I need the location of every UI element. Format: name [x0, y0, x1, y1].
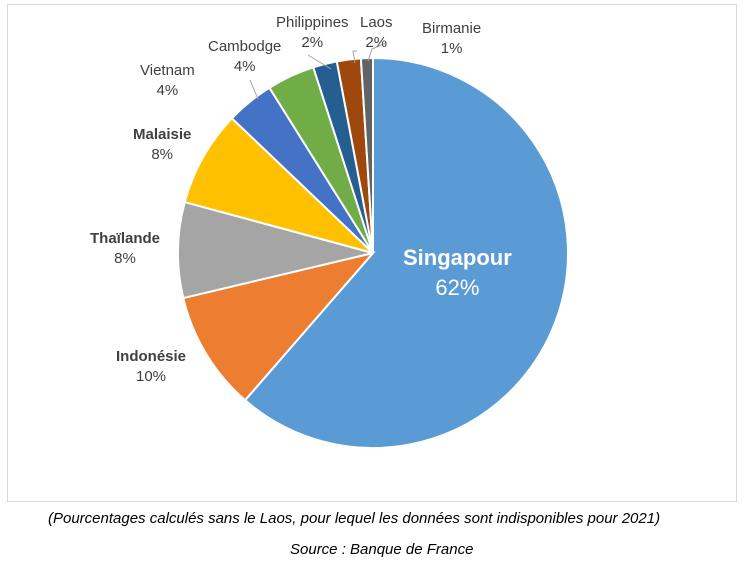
label-malaisie-name: Malaisie — [133, 126, 192, 143]
label-singapour: Singapour 62% — [403, 243, 512, 303]
label-thailande-name: Thaïlande — [90, 230, 161, 247]
label-laos-value: 2% — [365, 34, 388, 51]
label-philippines-value: 2% — [301, 34, 324, 51]
label-singapour-name: Singapour — [403, 245, 512, 270]
label-malaisie: Malaisie 8% — [133, 125, 191, 165]
label-vietnam-name: Vietnam — [140, 62, 195, 79]
label-vietnam: Vietnam 4% — [140, 61, 195, 101]
label-singapour-value: 62% — [435, 275, 480, 300]
pie-slice-tha-lande — [177, 200, 374, 300]
label-birmanie-name: Birmanie — [422, 20, 482, 37]
pie-slice-indon-sie — [182, 251, 376, 402]
pie-chart — [177, 42, 569, 449]
leader-line — [352, 50, 357, 64]
label-cambodge-name: Cambodge — [208, 38, 282, 55]
label-indonesie-value: 10% — [135, 368, 167, 385]
leader-line — [307, 54, 332, 70]
pie-slice-birmanie — [359, 56, 374, 254]
label-malaisie-value: 8% — [151, 146, 174, 163]
label-laos: Laos 2% — [360, 13, 393, 53]
label-thailande-value: 8% — [114, 250, 136, 267]
label-thailande: Thaïlande 8% — [90, 229, 160, 269]
pie-slice-malaisie — [183, 116, 374, 254]
label-vietnam-value: 4% — [156, 82, 179, 99]
label-cambodge-value: 4% — [233, 58, 256, 75]
source-note: Source : Banque de France — [290, 541, 474, 558]
label-philippines-name: Philippines — [276, 14, 349, 31]
label-laos-name: Laos — [360, 14, 393, 31]
label-cambodge: Cambodge 4% — [208, 37, 281, 77]
footnote: (Pourcentages calculés sans le Laos, pou… — [48, 510, 661, 527]
leader-line — [367, 42, 387, 62]
label-indonesie-name: Indonésie — [116, 348, 187, 365]
label-birmanie-value: 1% — [440, 40, 463, 57]
label-indonesie: Indonésie 10% — [116, 347, 186, 387]
pie-slice-singapour — [243, 56, 569, 449]
chart-area: Singapour 62% Indonésie 10% Thaïlande 8%… — [7, 4, 737, 502]
label-birmanie: Birmanie 1% — [422, 19, 481, 59]
label-philippines: Philippines 2% — [276, 13, 349, 53]
leader-line — [249, 79, 259, 100]
